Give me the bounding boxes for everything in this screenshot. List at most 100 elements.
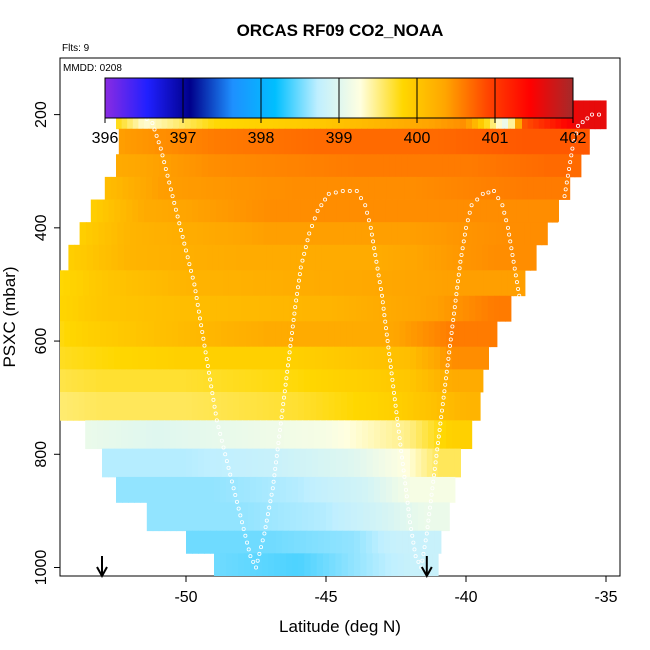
track-point [448,337,453,342]
track-point [326,191,331,196]
track-point [300,258,305,263]
heatmap-cell [457,176,464,200]
heatmap-cell [236,244,243,271]
heatmap-cell [220,476,227,503]
heatmap-cell [439,176,446,200]
heatmap-cell [138,295,145,322]
heatmap-cell [276,530,283,554]
y-tick-label: 800 [33,441,50,468]
heatmap-cell [442,154,449,178]
heatmap-cell [492,176,500,200]
heatmap-cell [408,128,416,155]
heatmap-cell [288,448,295,478]
heatmap-cell [186,530,193,554]
heatmap-cell [120,270,127,297]
x-tick-label: -40 [454,589,477,606]
heatmap-cell [398,346,405,370]
heatmap-cell [114,199,121,223]
heatmap-cell [267,176,275,200]
heatmap-cell [410,369,417,393]
track-point [406,507,411,512]
heatmap-cell [415,199,423,223]
heatmap-cell [398,369,405,393]
heatmap-cell [452,222,460,246]
track-point [278,421,283,426]
heatmap-cell [288,222,295,246]
heatmap-cell [243,128,250,155]
track-point [526,371,531,376]
heatmap-cell [320,128,327,155]
heatmap-cell [245,321,253,348]
heatmap-cell [147,244,155,271]
heatmap-cell [429,244,436,271]
track-point [554,241,559,246]
heatmap-cell [120,295,127,322]
track-point [281,402,286,407]
heatmap-cell [268,476,275,503]
heatmap-cell [356,476,363,503]
track-point [570,146,575,151]
heatmap-cell [382,244,389,271]
heatmap-cell [114,346,121,370]
heatmap-cell [142,222,149,246]
heatmap-cell [296,244,304,271]
heatmap-cell [476,369,484,393]
heatmap-cell [162,369,169,393]
heatmap-cell [382,502,389,532]
heatmap-cell [174,270,181,297]
heatmap-cell [371,392,379,421]
heatmap-cell [298,553,305,576]
heatmap-cell [274,392,281,421]
colorbar-tick-label: 402 [560,130,587,147]
track-point [568,160,573,165]
heatmap-cell [308,502,315,532]
heatmap-cell [510,176,517,200]
heatmap-cell [186,270,193,297]
track-point [436,434,441,439]
track-point [195,302,200,307]
track-point [296,278,301,283]
track-point [538,371,543,376]
heatmap-cell [583,128,590,155]
track-point [287,350,292,355]
heatmap-cell [84,392,91,421]
heatmap-cell [338,502,346,532]
heatmap-cell [239,321,247,348]
heatmap-cell [435,476,443,503]
heatmap-cell [397,222,405,246]
track-point [272,473,277,478]
heatmap-cell [324,199,332,223]
track-point [175,214,180,219]
heatmap-cell [148,321,155,348]
heatmap-cell [464,244,472,271]
heatmap-cell [172,321,179,348]
heatmap-cell [114,369,121,393]
heatmap-cell [226,553,233,576]
heatmap-cell [368,476,375,503]
track-point [550,274,555,279]
heatmap-cell [386,270,394,297]
heatmap-cell [228,199,235,223]
heatmap-cell [242,502,249,532]
heatmap-cell [186,346,193,370]
heatmap-cell [144,199,151,223]
heatmap-cell [128,154,135,178]
heatmap-cell [306,222,314,246]
heatmap-cell [380,369,388,393]
heatmap-cell [308,128,315,155]
heatmap-cell [361,128,368,155]
heatmap-cell [265,270,272,297]
arrows [96,556,433,579]
heatmap-cell [60,321,65,348]
heatmap-cell [104,176,112,200]
heatmap-cell [498,176,505,200]
heatmap-cell [89,346,97,370]
heatmap-cell [251,321,259,348]
track-point [560,207,565,212]
heatmap-cell [148,128,156,155]
heatmap-cell [339,176,346,200]
track-point [241,527,246,532]
heatmap-cell [190,128,197,155]
heatmap-cell [355,222,362,246]
heatmap-cell [430,154,438,178]
